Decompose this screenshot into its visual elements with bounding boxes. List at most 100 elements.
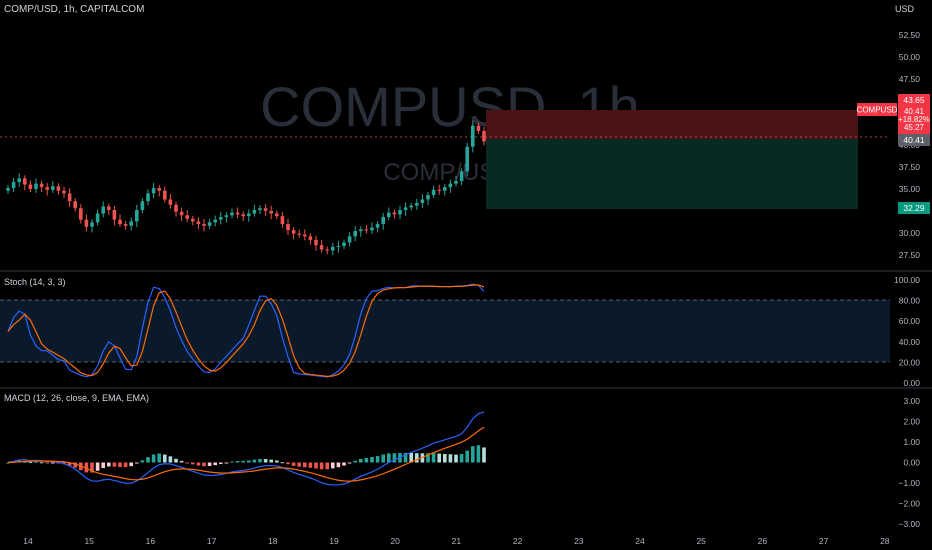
macd-histogram-bar bbox=[387, 453, 391, 463]
macd-axis-tick: 2.00 bbox=[903, 417, 920, 427]
candle-body bbox=[62, 190, 66, 194]
price-axis-tick: 50.00 bbox=[899, 52, 921, 62]
macd-histogram-bar bbox=[95, 462, 100, 471]
candle-body bbox=[415, 202, 419, 206]
macd-histogram-bar bbox=[28, 461, 33, 463]
macd-histogram-bar bbox=[308, 462, 313, 468]
candle-body bbox=[95, 213, 100, 223]
macd-histogram-bar bbox=[336, 462, 341, 468]
macd-histogram-bar bbox=[471, 446, 475, 463]
time-axis-tick: 27 bbox=[819, 536, 829, 546]
candle-body bbox=[146, 193, 150, 202]
candle-body bbox=[364, 229, 369, 231]
time-axis-tick: 19 bbox=[329, 536, 339, 546]
macd-histogram-bar bbox=[263, 459, 268, 463]
price-candles bbox=[6, 120, 486, 256]
macd-histogram-bar bbox=[157, 453, 161, 463]
macd-axis[interactable]: 3.00 2.00 1.00 0.00 −1.00 −2.00 −3.00 bbox=[898, 396, 920, 529]
candle-body bbox=[459, 171, 464, 182]
macd-histogram-bar bbox=[45, 462, 49, 464]
macd-histogram-bar bbox=[454, 454, 458, 463]
candle-body bbox=[342, 242, 346, 247]
macd-histogram-bar bbox=[297, 462, 301, 467]
candle-body bbox=[465, 146, 469, 172]
candle-body bbox=[179, 211, 184, 216]
macd-histogram-bar bbox=[174, 458, 178, 463]
candle-body bbox=[375, 224, 380, 228]
macd-histogram-bar bbox=[129, 462, 133, 467]
macd-histogram-bar bbox=[146, 457, 150, 463]
last-price-value: 40.41 bbox=[904, 107, 925, 116]
macd-histogram-bar bbox=[437, 453, 441, 463]
macd-histogram-bar bbox=[191, 462, 195, 465]
macd-histogram-bar bbox=[123, 462, 128, 468]
candle-body bbox=[202, 224, 206, 226]
candle-body bbox=[482, 130, 486, 142]
macd-histogram-bar bbox=[196, 462, 201, 466]
macd-histogram-bar bbox=[219, 462, 223, 464]
price-change-value: +18.82% bbox=[898, 115, 930, 124]
macd-legend[interactable]: MACD (12, 26, close, 9, EMA, EMA) bbox=[4, 393, 150, 403]
macd-histogram-bar bbox=[135, 462, 139, 464]
position-reward-zone[interactable] bbox=[486, 139, 858, 209]
candle-body bbox=[263, 208, 268, 211]
macd-histogram-bar bbox=[258, 458, 262, 463]
macd-histogram-bar bbox=[140, 460, 145, 463]
price-axis-tick: 30.00 bbox=[899, 228, 921, 238]
candle-body bbox=[331, 246, 335, 251]
macd-histogram-bar bbox=[34, 461, 38, 463]
candle-body bbox=[319, 245, 324, 250]
candle-body bbox=[185, 215, 189, 219]
candle-body bbox=[17, 178, 21, 182]
candle-body bbox=[387, 212, 391, 218]
macd-histogram-bar bbox=[286, 462, 290, 465]
macd-histogram-bar bbox=[370, 456, 374, 463]
macd-histogram-bar bbox=[84, 462, 89, 473]
time-axis-tick: 24 bbox=[635, 536, 645, 546]
macd-histogram-bar bbox=[409, 452, 413, 463]
candle-body bbox=[448, 183, 453, 188]
candle-body bbox=[84, 219, 89, 227]
macd-histogram-bar bbox=[101, 462, 105, 469]
macd-histogram-bar bbox=[319, 462, 324, 470]
time-axis[interactable]: 14 15 16 17 18 19 20 21 22 23 24 25 26 27 28 bbox=[23, 536, 890, 546]
macd-histogram-bar bbox=[443, 453, 447, 463]
stoch-d-line bbox=[7, 284, 485, 377]
bar-countdown: 45:27 bbox=[904, 123, 925, 132]
macd-histogram-bar bbox=[448, 454, 453, 463]
stoch-legend[interactable]: Stoch (14, 3, 3) bbox=[4, 277, 66, 287]
stoch-axis-tick: 100.00 bbox=[894, 275, 920, 285]
candle-body bbox=[409, 205, 413, 208]
candle-body bbox=[443, 187, 447, 191]
macd-histogram-bar bbox=[375, 456, 380, 463]
candle-body bbox=[347, 236, 352, 243]
candle-body bbox=[151, 188, 156, 194]
candle-body bbox=[297, 233, 301, 235]
macd-histogram-bar bbox=[39, 462, 44, 464]
macd-histogram-bar bbox=[252, 459, 257, 463]
position-risk-zone[interactable] bbox=[486, 110, 858, 139]
candle-body bbox=[224, 215, 229, 218]
target-price-value: 32.29 bbox=[903, 203, 925, 213]
macd-histogram-bar bbox=[275, 460, 279, 463]
candle-body bbox=[28, 184, 33, 189]
macd-histogram-bar bbox=[459, 454, 464, 463]
macd-histogram-bar bbox=[476, 445, 481, 463]
candle-body bbox=[112, 210, 117, 220]
stoch-axis-tick: 40.00 bbox=[899, 337, 921, 347]
macd-histogram-bar bbox=[224, 462, 229, 464]
time-axis-tick: 18 bbox=[268, 536, 278, 546]
stoch-axis[interactable]: 100.00 80.00 60.00 40.00 20.00 0.00 bbox=[894, 275, 920, 388]
macd-histogram-bar bbox=[230, 461, 234, 463]
macd-histogram-bar bbox=[291, 462, 296, 466]
candle-body bbox=[353, 231, 357, 237]
macd-histogram-bar bbox=[426, 453, 430, 463]
candle-body bbox=[325, 249, 329, 251]
price-axis-tick: 27.50 bbox=[899, 250, 921, 260]
candle-body bbox=[280, 216, 285, 225]
macd-histogram-bar bbox=[235, 461, 240, 463]
candle-body bbox=[258, 208, 262, 211]
symbol-header[interactable]: COMP/USD, 1h, CAPITALCOM bbox=[4, 4, 145, 15]
candle-body bbox=[56, 186, 61, 191]
